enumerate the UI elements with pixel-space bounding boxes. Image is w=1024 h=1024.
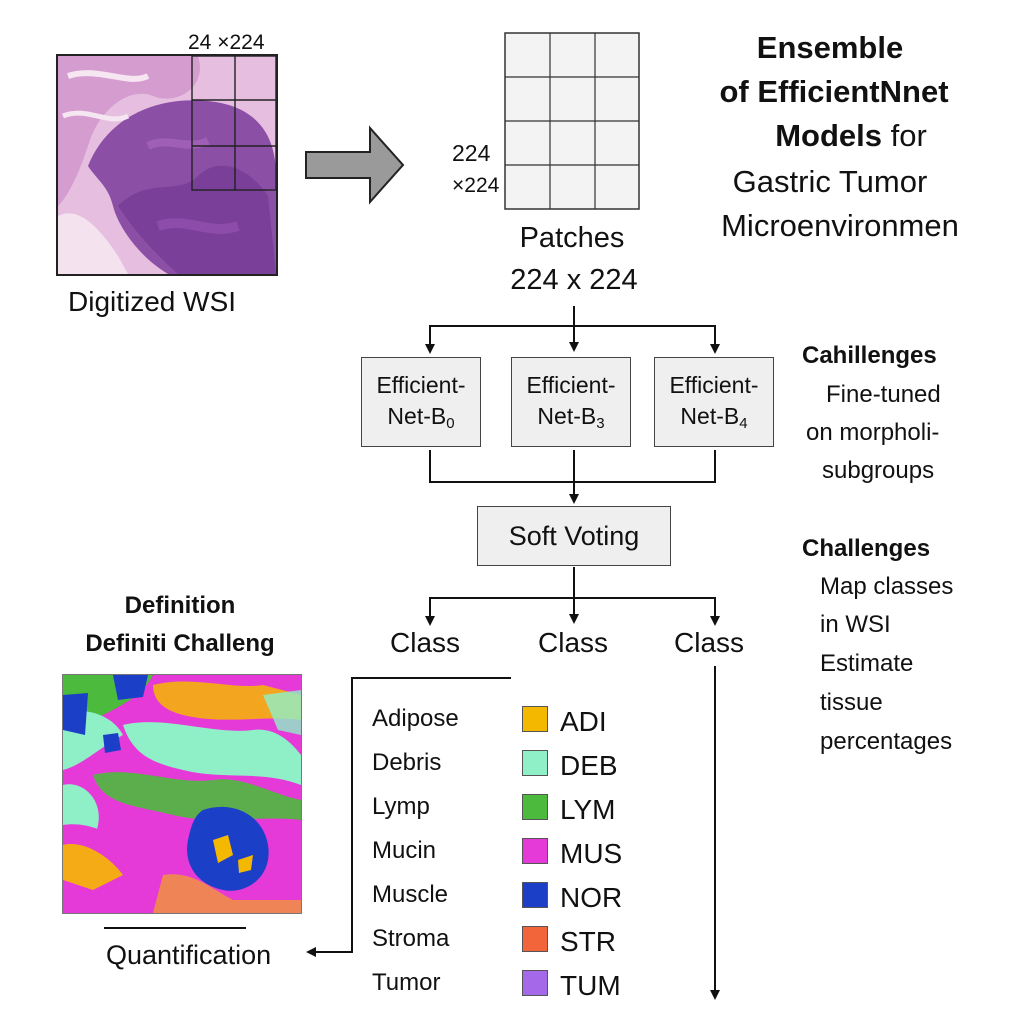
model-b3-sub: 3: [596, 414, 605, 432]
legend-code-adi: ADI: [560, 706, 607, 737]
challenges-1-heading: Cahillenges: [802, 342, 937, 369]
model-box-b3: Efficient- Net-B 3: [511, 357, 631, 447]
legend-swatch-deb: [522, 750, 548, 776]
model-b4-sub: 4: [739, 414, 748, 432]
patches-label: Patches: [519, 222, 625, 254]
legend-name-adi: Adipose: [372, 705, 459, 732]
legend-swatch-tum: [522, 970, 548, 996]
challenges-1-line-2: on morpholi-: [806, 419, 940, 446]
block-arrow-right: [305, 125, 405, 205]
patches-size-label: 224 x 224: [510, 264, 638, 296]
segmentation-map: [62, 674, 302, 914]
wsi-thumbnail: [56, 54, 278, 276]
legend-name-nor: Muscle: [372, 881, 449, 908]
legend-code-str: STR: [560, 926, 616, 957]
model-box-b0: Efficient- Net-B 0: [361, 357, 481, 447]
challenges-2-line-5: percentages: [820, 728, 953, 755]
title-line-2: of EfficientNnet: [719, 74, 949, 109]
model-b3-line2: Net-B: [537, 402, 597, 429]
challenges-1-line-3: subgroups: [822, 457, 935, 484]
legend-swatch-nor: [522, 882, 548, 908]
legend-code-nor: NOR: [560, 882, 623, 913]
class-label-right: Class: [674, 627, 745, 658]
model-b0-line2: Net-B: [387, 402, 447, 429]
challenges-2-line-1: Map classes: [820, 573, 954, 600]
wsi-caption: Digitized WSI: [68, 286, 237, 317]
challenges-2-heading: Challenges: [802, 535, 931, 562]
patch-grid: [504, 32, 640, 210]
quantification-label: Quantification: [106, 940, 272, 970]
model-b4-line2: Net-B: [680, 402, 740, 429]
model-b0-sub: 0: [446, 414, 455, 432]
legend-name-tum: Tumor: [372, 969, 441, 996]
legend-code-lym: LYM: [560, 794, 616, 825]
class-label-left: Class: [390, 627, 461, 658]
title-line-4: Gastric Tumor: [732, 164, 928, 199]
class-legend: Adipose ADI Debris DEB Lymp LYM Mucin MU…: [372, 700, 672, 1010]
title-line-1: Ensemble: [756, 30, 904, 65]
legend-name-deb: Debris: [372, 749, 442, 776]
soft-voting-box: Soft Voting: [477, 506, 671, 566]
legend-name-str: Stroma: [372, 925, 450, 952]
legend-name-lym: Lymp: [372, 793, 430, 820]
definition-line-2: Definiti Challeng: [85, 630, 275, 657]
class-label-middle: Class: [538, 627, 609, 658]
patch-side-label-1: 224: [452, 140, 491, 166]
legend-name-mus: Mucin: [372, 837, 437, 864]
challenges-2-line-2: in WSI: [820, 611, 891, 638]
title-line-3: Models for: [775, 118, 927, 153]
segmentation-map-image: [63, 675, 301, 913]
challenges-1-line-1: Fine-tuned: [826, 381, 941, 408]
patch-side-label-2: ×224: [452, 174, 500, 197]
model-b4-line1: Efficient-: [669, 371, 759, 398]
wsi-grid-label: 24 ×224: [188, 31, 265, 54]
definition-line-1: Definition: [124, 592, 236, 619]
legend-swatch-adi: [522, 706, 548, 732]
wsi-tissue-image: [58, 56, 276, 274]
legend-swatch-lym: [522, 794, 548, 820]
model-box-b4: Efficient- Net-B 4: [654, 357, 774, 447]
model-b3-line1: Efficient-: [526, 371, 616, 398]
model-b0-line1: Efficient-: [376, 371, 466, 398]
legend-code-mus: MUS: [560, 838, 623, 869]
legend-code-deb: DEB: [560, 750, 618, 781]
legend-swatch-str: [522, 926, 548, 952]
challenges-2-line-3: Estimate: [820, 650, 914, 677]
challenges-2-line-4: tissue: [820, 689, 883, 716]
legend-swatch-mus: [522, 838, 548, 864]
title-line-5: Microenvironmen: [721, 208, 959, 243]
legend-code-tum: TUM: [560, 970, 621, 1001]
